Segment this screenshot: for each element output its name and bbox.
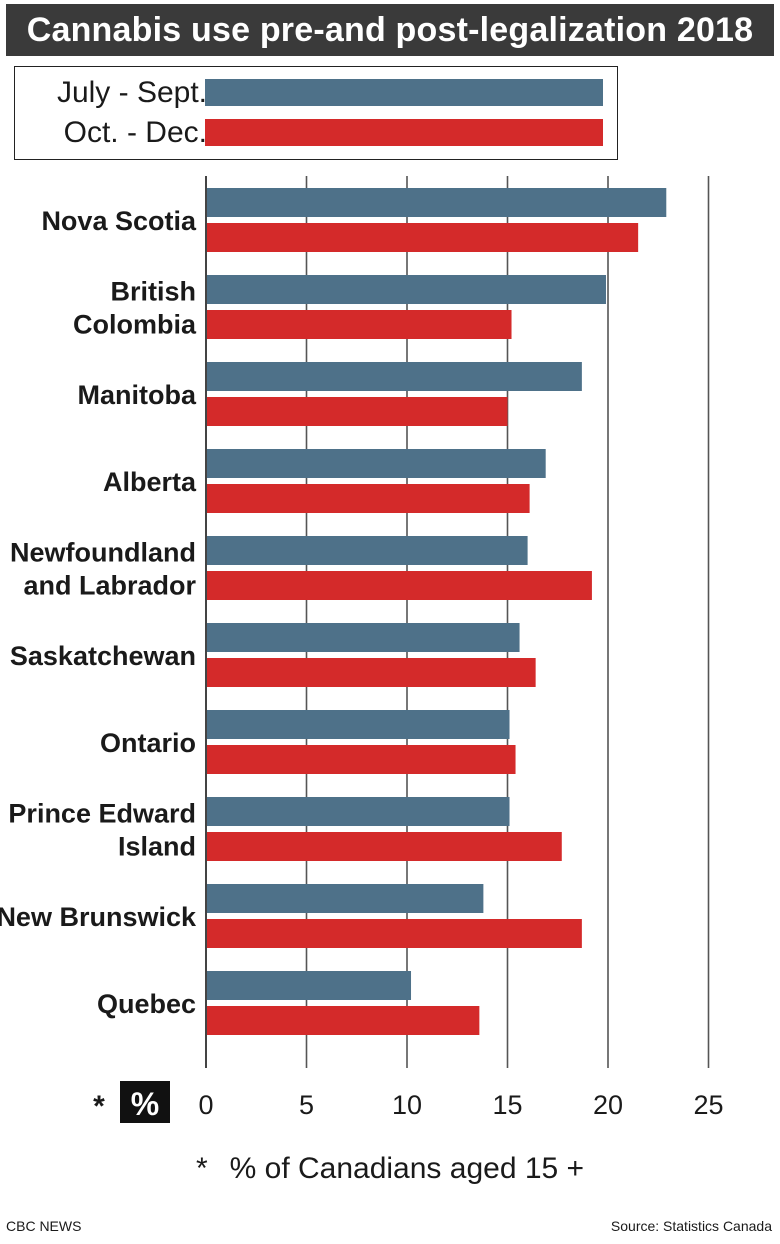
tick-label: 10 bbox=[392, 1090, 422, 1120]
bar-july-sept-8 bbox=[207, 884, 484, 913]
legend-swatch bbox=[205, 119, 603, 146]
category-label: Prince Edward bbox=[8, 799, 196, 829]
tick-label: 20 bbox=[593, 1090, 623, 1120]
bar-oct-dec-5 bbox=[207, 658, 536, 687]
category-label: Nova Scotia bbox=[41, 206, 197, 236]
bar-july-sept-2 bbox=[207, 362, 582, 391]
bar-july-sept-0 bbox=[207, 188, 667, 217]
bar-july-sept-3 bbox=[207, 449, 546, 478]
category-label: Manitoba bbox=[78, 380, 197, 410]
tick-label: 15 bbox=[492, 1090, 522, 1120]
category-label: Newfoundland bbox=[10, 538, 196, 568]
legend-item-july-sept: July - Sept. bbox=[15, 75, 617, 111]
bar-oct-dec-3 bbox=[207, 484, 530, 513]
legend-item-oct-dec: Oct. - Dec. bbox=[15, 115, 617, 151]
legend: July - Sept. Oct. - Dec. bbox=[14, 66, 618, 160]
bar-oct-dec-0 bbox=[207, 223, 639, 252]
bar-july-sept-4 bbox=[207, 536, 528, 565]
tick-label: 25 bbox=[693, 1090, 723, 1120]
category-label: Alberta bbox=[103, 467, 197, 497]
footnote-star: * bbox=[195, 1152, 208, 1185]
legend-label: Oct. - Dec. bbox=[63, 116, 207, 149]
category-label: British bbox=[110, 277, 196, 307]
footnote: * % of Canadians aged 15 + bbox=[0, 1152, 780, 1186]
tick-label: 0 bbox=[198, 1090, 213, 1120]
axis-unit-box bbox=[120, 1081, 170, 1123]
category-label: New Brunswick bbox=[0, 902, 197, 932]
footnote-text: % of Canadians aged 15 + bbox=[229, 1152, 585, 1185]
title-bar: Cannabis use pre-and post-legalization 2… bbox=[6, 4, 774, 56]
category-label: and Labrador bbox=[23, 571, 196, 601]
legend-swatch bbox=[205, 79, 603, 106]
bar-oct-dec-8 bbox=[207, 919, 582, 948]
bar-july-sept-5 bbox=[207, 623, 520, 652]
bar-oct-dec-6 bbox=[207, 745, 516, 774]
bar-oct-dec-9 bbox=[207, 1006, 480, 1035]
bar-july-sept-9 bbox=[207, 971, 412, 1000]
bar-july-sept-7 bbox=[207, 797, 510, 826]
category-label: Colombia bbox=[73, 310, 197, 340]
source-note: Source: Statistics Canada bbox=[610, 1218, 772, 1234]
category-label: Quebec bbox=[97, 989, 196, 1019]
category-label: Ontario bbox=[100, 728, 196, 758]
bar-oct-dec-2 bbox=[207, 397, 508, 426]
bar-oct-dec-1 bbox=[207, 310, 512, 339]
legend-label: July - Sept. bbox=[56, 76, 207, 109]
bar-oct-dec-7 bbox=[207, 832, 562, 861]
bar-july-sept-1 bbox=[207, 275, 606, 304]
bar-july-sept-6 bbox=[207, 710, 510, 739]
credit: CBC NEWS bbox=[6, 1218, 82, 1234]
category-label: Saskatchewan bbox=[10, 641, 196, 671]
bar-oct-dec-4 bbox=[207, 571, 592, 600]
category-label: Island bbox=[118, 832, 196, 862]
tick-label: 5 bbox=[299, 1090, 314, 1120]
axis-unit-label: % bbox=[131, 1086, 159, 1122]
chart-title: Cannabis use pre-and post-legalization 2… bbox=[26, 10, 754, 49]
axis-unit-star: * bbox=[93, 1090, 105, 1123]
